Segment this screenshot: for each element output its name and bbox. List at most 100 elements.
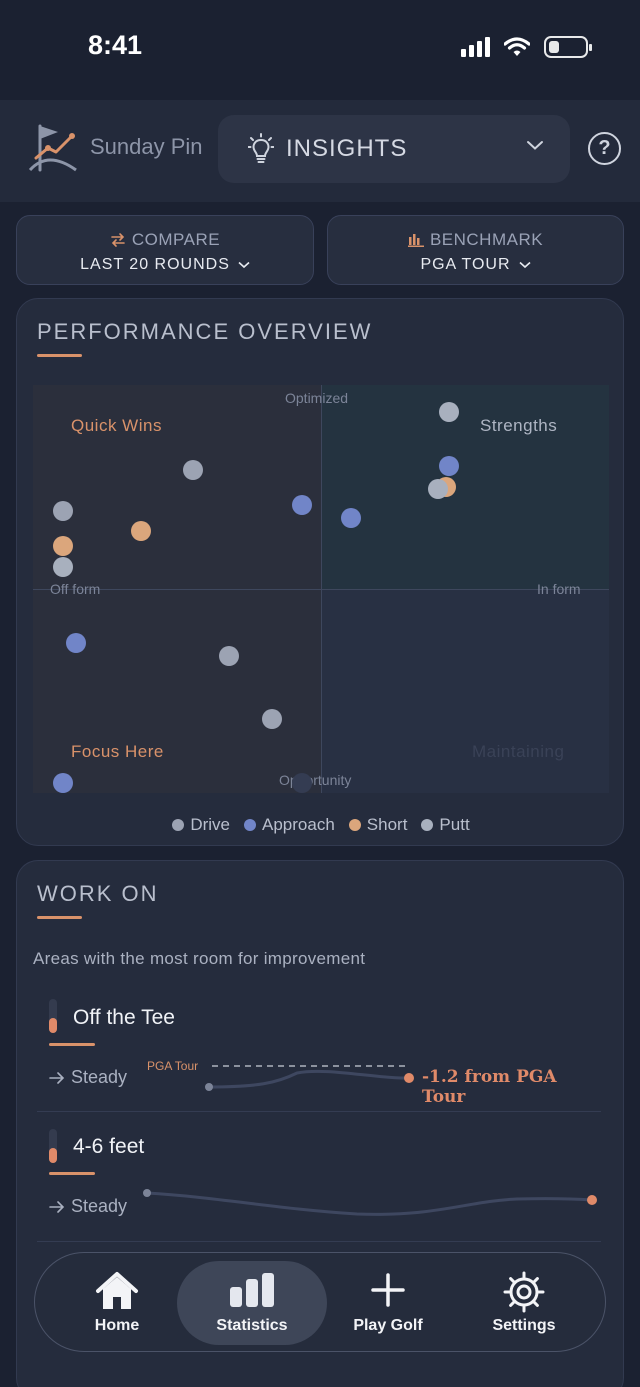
quadrant-label-quick-wins: Quick Wins bbox=[71, 416, 162, 435]
tab-settings[interactable]: Settings bbox=[455, 1253, 593, 1353]
trend-sparkline bbox=[143, 1189, 597, 1216]
app-name: Sunday Pin bbox=[90, 134, 203, 159]
work-item-name: Off the Tee bbox=[73, 1006, 175, 1029]
legend-item-putt: Putt bbox=[421, 815, 470, 835]
scatter-point-drive bbox=[262, 709, 283, 730]
axis-label-bottom: Opportunity bbox=[279, 772, 352, 788]
trend-label: Steady bbox=[49, 1196, 127, 1217]
quadrant-label-strengths: Strengths bbox=[480, 416, 558, 435]
scatter-point-putt bbox=[438, 402, 459, 423]
quadrant-top-right bbox=[321, 385, 609, 589]
gear-icon bbox=[503, 1271, 545, 1313]
swap-arrows-icon bbox=[111, 233, 125, 247]
compare-button[interactable]: COMPARE LAST 20 ROUNDS bbox=[16, 215, 314, 285]
flag-chart-logo-icon bbox=[28, 124, 77, 172]
view-select-label: INSIGHTS bbox=[286, 135, 408, 162]
tab-label: Home bbox=[94, 1317, 140, 1334]
chevron-down-icon bbox=[527, 141, 543, 150]
legend-dot bbox=[172, 819, 185, 831]
quadrant-bottom-right bbox=[321, 589, 609, 793]
benchmark-button[interactable]: BENCHMARK PGA TOUR bbox=[327, 215, 624, 285]
tab-label: Settings bbox=[492, 1317, 556, 1334]
trend-label: Steady bbox=[49, 1067, 127, 1088]
legend-dot bbox=[244, 819, 256, 831]
work-item-4-6-feet[interactable]: 4-6 feet Steady bbox=[37, 1127, 601, 1247]
battery-icon bbox=[544, 36, 592, 58]
row-divider bbox=[37, 1241, 601, 1242]
tab-label: Play Golf bbox=[353, 1317, 423, 1334]
app-header: Sunday Pin INSIGHTS ? bbox=[0, 100, 640, 202]
statistics-icon bbox=[230, 1273, 274, 1307]
axis-label-left: Off form bbox=[50, 581, 101, 597]
status-time: 8:41 bbox=[88, 30, 143, 60]
quadrant-chart: Optimized Opportunity Off form In form Q… bbox=[33, 385, 609, 793]
item-underline bbox=[49, 1043, 95, 1046]
benchmark-line-label: PGA Tour bbox=[147, 1059, 199, 1073]
legend-label: Putt bbox=[439, 815, 470, 834]
card-title: WORK ON bbox=[37, 881, 159, 906]
app-logo: Sunday Pin bbox=[28, 120, 203, 174]
benchmark-value: PGA TOUR bbox=[420, 256, 511, 273]
title-underline bbox=[37, 916, 82, 919]
scatter-point-short bbox=[131, 521, 152, 542]
scatter-point-short bbox=[52, 536, 73, 557]
delta-value: -1.2 from PGA Tour bbox=[422, 1067, 557, 1107]
legend-item-short: Short bbox=[348, 815, 407, 835]
scatter-point-approach bbox=[438, 456, 459, 477]
compare-value: LAST 20 ROUNDS bbox=[80, 256, 230, 273]
level-indicator bbox=[49, 1129, 57, 1163]
tab-label: Statistics bbox=[216, 1317, 288, 1334]
chevron-down-icon bbox=[519, 261, 531, 269]
legend-item-drive: Drive bbox=[172, 815, 230, 835]
benchmark-caption: BENCHMARK bbox=[429, 230, 544, 249]
scatter-point-approach bbox=[52, 773, 73, 793]
legend-label: Approach bbox=[262, 815, 335, 834]
work-item-name: 4-6 feet bbox=[73, 1135, 145, 1158]
work-on-subtitle: Areas with the most room for improvement bbox=[33, 949, 366, 968]
home-icon bbox=[96, 1272, 138, 1309]
tab-play-golf[interactable]: Play Golf bbox=[325, 1253, 451, 1353]
level-fill bbox=[49, 1018, 57, 1033]
status-bar: 8:41 bbox=[0, 0, 640, 90]
legend-dot bbox=[348, 819, 361, 831]
quadrant-label-focus-here: Focus Here bbox=[71, 742, 164, 761]
chevron-down-icon bbox=[238, 261, 250, 269]
level-fill bbox=[49, 1148, 57, 1163]
trend-value: Steady bbox=[71, 1196, 128, 1216]
help-button[interactable]: ? bbox=[588, 132, 621, 165]
trend-value: Steady bbox=[71, 1067, 128, 1087]
scatter-point-drive bbox=[52, 500, 73, 521]
level-indicator bbox=[49, 999, 57, 1033]
row-divider bbox=[37, 1111, 601, 1112]
horizontal-axis bbox=[33, 589, 609, 590]
wifi-icon bbox=[504, 37, 530, 56]
scatter-point-approach bbox=[66, 632, 87, 653]
legend-dot bbox=[421, 819, 434, 831]
legend-item-approach: Approach bbox=[244, 815, 335, 835]
bar-chart-icon bbox=[407, 234, 424, 247]
scatter-point-drive bbox=[218, 645, 239, 666]
card-title: PERFORMANCE OVERVIEW bbox=[37, 319, 373, 344]
tab-statistics[interactable]: Statistics bbox=[177, 1253, 327, 1353]
scatter-point-approach bbox=[340, 508, 361, 529]
view-select[interactable]: INSIGHTS bbox=[218, 115, 570, 183]
legend-label: Drive bbox=[190, 815, 230, 834]
axis-label-right: In form bbox=[537, 581, 581, 597]
trend-sparkline bbox=[205, 1065, 414, 1091]
chart-legend: Drive Approach Short Putt bbox=[17, 815, 625, 835]
title-underline bbox=[37, 354, 82, 357]
performance-overview-card: PERFORMANCE OVERVIEW Optimized Opportuni… bbox=[16, 298, 624, 846]
question-icon: ? bbox=[598, 137, 611, 159]
quadrant-label-maintaining: Maintaining bbox=[472, 742, 565, 761]
work-item-off-the-tee[interactable]: Off the Tee Steady PGA Tour -1.2 from PG… bbox=[37, 997, 601, 1117]
scatter-point-putt bbox=[427, 478, 448, 499]
signal-icon bbox=[461, 37, 490, 57]
arrow-right-icon bbox=[49, 1072, 65, 1085]
scatter-point-drive bbox=[291, 773, 312, 793]
scatter-point-drive bbox=[183, 459, 204, 480]
plus-icon bbox=[371, 1273, 405, 1307]
status-icons bbox=[461, 36, 592, 58]
tab-bar: Home Statistics Play Golf Settings bbox=[34, 1252, 606, 1352]
scatter-point-putt bbox=[52, 556, 73, 577]
tab-home[interactable]: Home bbox=[45, 1253, 189, 1353]
